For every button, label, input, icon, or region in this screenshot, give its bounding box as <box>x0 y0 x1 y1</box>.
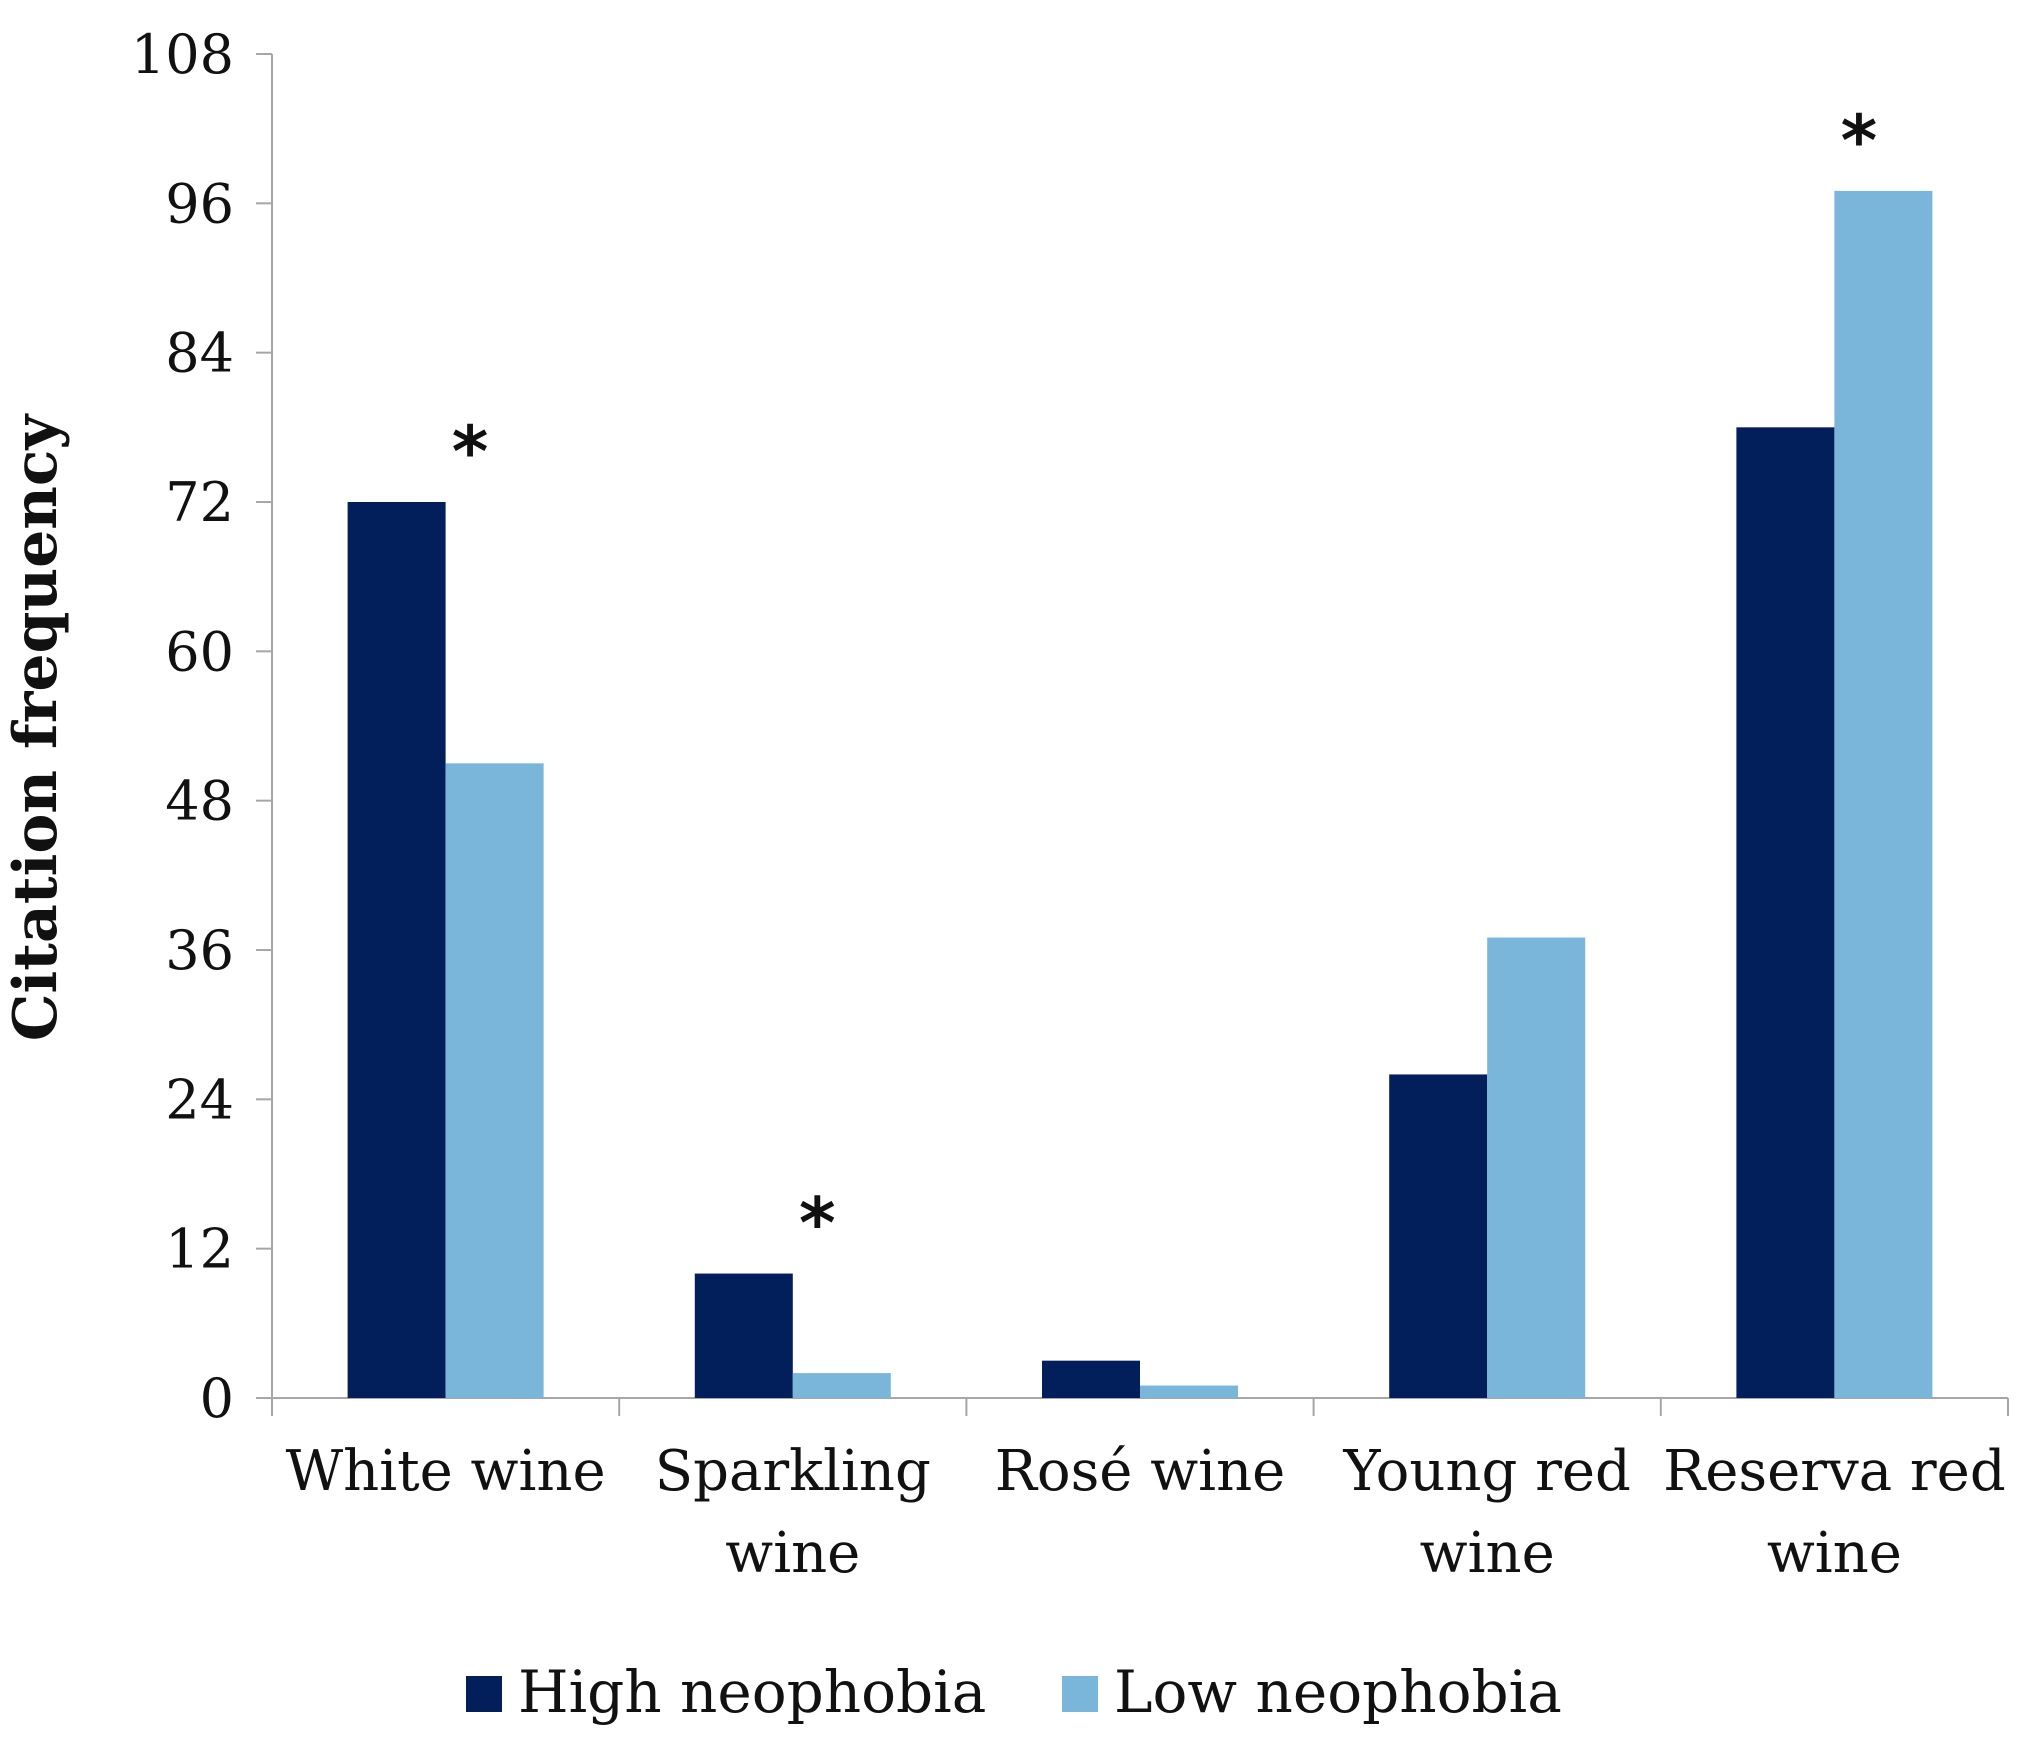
bar-low-neophobia <box>792 1373 891 1398</box>
y-axis: 0 12 24 36 48 60 72 84 96 108 <box>131 23 273 1430</box>
x-category-label: Young red wine <box>1343 1439 1631 1586</box>
y-tick-label: 0 <box>200 1367 234 1430</box>
significance-marker: * <box>1841 100 1878 182</box>
bar-high-neophobia <box>694 1273 793 1398</box>
y-axis-title: Citation frequency <box>1 413 71 1042</box>
x-axis: White wine Sparkling wine Rosé wine Young re… <box>271 1397 2009 1586</box>
y-tick-label: 96 <box>165 172 234 235</box>
y-tick-label: 72 <box>165 471 234 534</box>
y-tick-label: 36 <box>165 919 234 982</box>
bar-low-neophobia <box>1834 190 1933 1398</box>
bar-low-neophobia <box>1487 937 1586 1398</box>
bar-high-neophobia <box>1042 1360 1140 1398</box>
y-tick-label: 84 <box>165 322 234 385</box>
legend-label: Low neophobia <box>1114 1658 1562 1726</box>
x-category-label: Rosé wine <box>995 1439 1286 1504</box>
legend: High neophobia Low neophobia <box>466 1658 1562 1726</box>
x-category-label: Sparkling wine <box>655 1439 931 1586</box>
y-tick-label: 108 <box>131 23 234 86</box>
bar-low-neophobia <box>445 763 544 1398</box>
significance-marker: * <box>452 411 489 493</box>
y-tick-label: 48 <box>165 770 234 833</box>
bars <box>347 190 1933 1398</box>
x-category-label: White wine <box>286 1439 606 1504</box>
legend-label: High neophobia <box>518 1658 986 1726</box>
bar-high-neophobia <box>1736 427 1835 1398</box>
bar-high-neophobia <box>347 502 446 1398</box>
y-tick-label: 60 <box>165 620 234 683</box>
x-category-label: Reserva red wine <box>1663 1439 2006 1586</box>
y-tick-label: 24 <box>165 1068 234 1131</box>
bar-high-neophobia <box>1389 1074 1488 1398</box>
y-tick-label: 12 <box>165 1218 234 1281</box>
legend-swatch <box>1062 1676 1098 1712</box>
legend-swatch <box>466 1676 502 1712</box>
significance-markers: * * * <box>452 100 1877 1265</box>
significance-marker: * <box>799 1183 836 1265</box>
bar-low-neophobia <box>1140 1385 1238 1398</box>
